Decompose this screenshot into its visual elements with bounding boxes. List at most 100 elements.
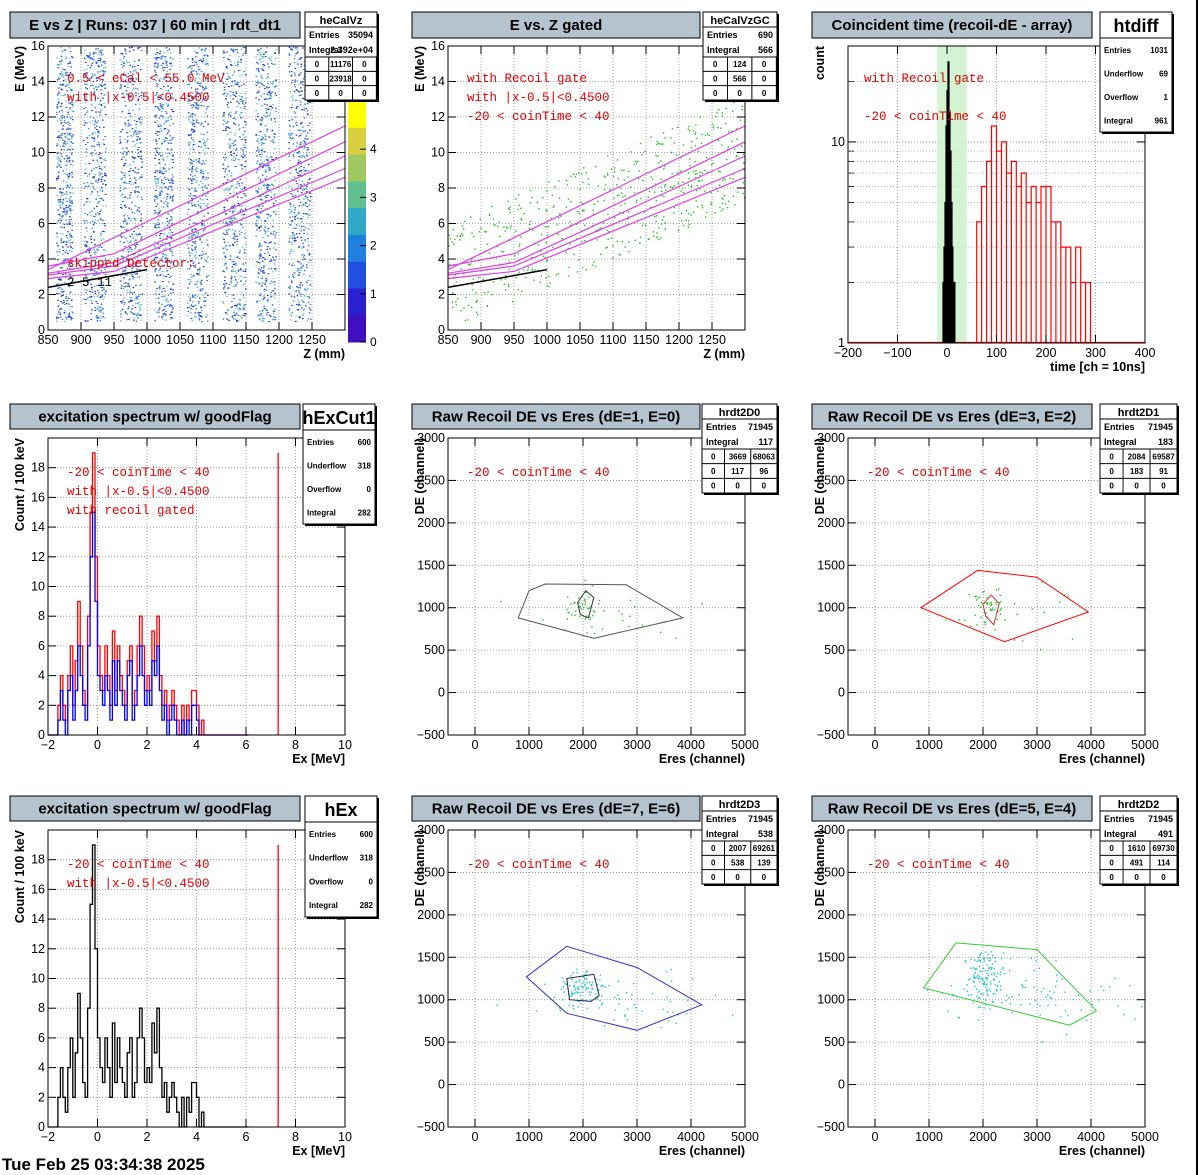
data-point	[696, 189, 698, 192]
data-point	[70, 316, 72, 319]
data-point	[206, 244, 209, 246]
data-point	[161, 296, 163, 298]
data-point	[88, 55, 91, 57]
data-point	[235, 95, 237, 97]
data-point	[657, 155, 659, 157]
data-point	[90, 296, 93, 298]
data-point	[227, 78, 230, 80]
data-point	[125, 117, 127, 119]
data-point	[121, 302, 123, 304]
data-point	[166, 258, 168, 260]
data-point	[97, 97, 99, 99]
data-point	[122, 271, 124, 273]
data-point	[156, 98, 159, 100]
data-point	[297, 162, 299, 164]
data-point	[100, 197, 102, 200]
data-point	[227, 287, 230, 289]
data-point	[195, 159, 197, 161]
data-point	[100, 64, 103, 66]
data-point	[56, 283, 58, 285]
data-point	[579, 188, 581, 191]
data-point	[541, 233, 543, 236]
data-point	[166, 193, 168, 195]
data-point	[700, 142, 703, 145]
data-point	[255, 190, 257, 192]
data-point	[126, 259, 128, 261]
data-point	[267, 298, 270, 301]
data-point	[125, 60, 128, 62]
data-point	[540, 250, 542, 253]
data-point	[100, 239, 103, 241]
data-point	[190, 308, 192, 310]
data-point	[301, 218, 303, 220]
data-point	[223, 209, 226, 211]
data-point	[687, 226, 689, 228]
data-point	[100, 309, 103, 311]
data-point	[98, 175, 101, 177]
data-point	[200, 59, 202, 61]
data-point	[569, 243, 571, 245]
data-point	[265, 169, 267, 171]
data-point	[478, 276, 480, 279]
data-point	[161, 55, 164, 57]
data-point	[189, 134, 191, 136]
data-point	[157, 178, 159, 180]
data-point	[95, 316, 97, 318]
data-point	[59, 73, 62, 75]
data-point	[302, 245, 305, 247]
data-point	[59, 313, 62, 316]
data-point	[168, 232, 170, 234]
data-point	[300, 63, 302, 65]
data-point	[69, 202, 72, 204]
data-point	[229, 63, 232, 66]
data-point	[132, 237, 135, 239]
data-point	[741, 145, 743, 147]
x-tick-label: 900	[471, 333, 492, 347]
data-point	[132, 134, 135, 136]
y-tick-label: 10	[431, 146, 445, 160]
data-point	[202, 142, 205, 145]
data-point	[496, 245, 499, 248]
data-point	[61, 283, 63, 285]
data-point	[569, 221, 571, 223]
data-point	[132, 145, 135, 147]
data-point	[567, 198, 570, 200]
data-point	[127, 136, 129, 138]
data-point	[123, 241, 125, 243]
data-point	[202, 59, 205, 61]
data-point	[244, 236, 246, 238]
data-point	[696, 137, 698, 140]
data-point	[289, 172, 292, 174]
data-point	[85, 155, 87, 157]
data-point	[139, 142, 141, 144]
data-point	[229, 111, 232, 113]
data-point	[91, 302, 93, 304]
data-point	[509, 239, 511, 242]
data-point	[63, 49, 66, 51]
data-point	[243, 305, 245, 307]
data-point	[274, 243, 277, 245]
data-point	[205, 195, 207, 197]
data-point	[584, 224, 586, 227]
data-point	[194, 251, 197, 253]
data-point	[309, 196, 312, 198]
data-point	[234, 118, 237, 120]
data-point	[301, 109, 303, 111]
data-point	[236, 272, 238, 274]
data-point	[661, 143, 663, 145]
data-point	[57, 311, 60, 313]
data-point	[132, 65, 134, 67]
data-point	[203, 72, 206, 74]
data-point	[61, 226, 63, 228]
data-point	[164, 128, 167, 130]
data-point	[134, 157, 136, 159]
data-point	[238, 230, 241, 232]
data-point	[65, 295, 68, 297]
data-point	[264, 52, 267, 54]
data-point	[63, 208, 65, 210]
data-point	[186, 95, 189, 97]
data-point	[91, 76, 93, 78]
data-point	[606, 229, 608, 232]
data-point	[201, 310, 203, 312]
data-point	[62, 145, 64, 147]
